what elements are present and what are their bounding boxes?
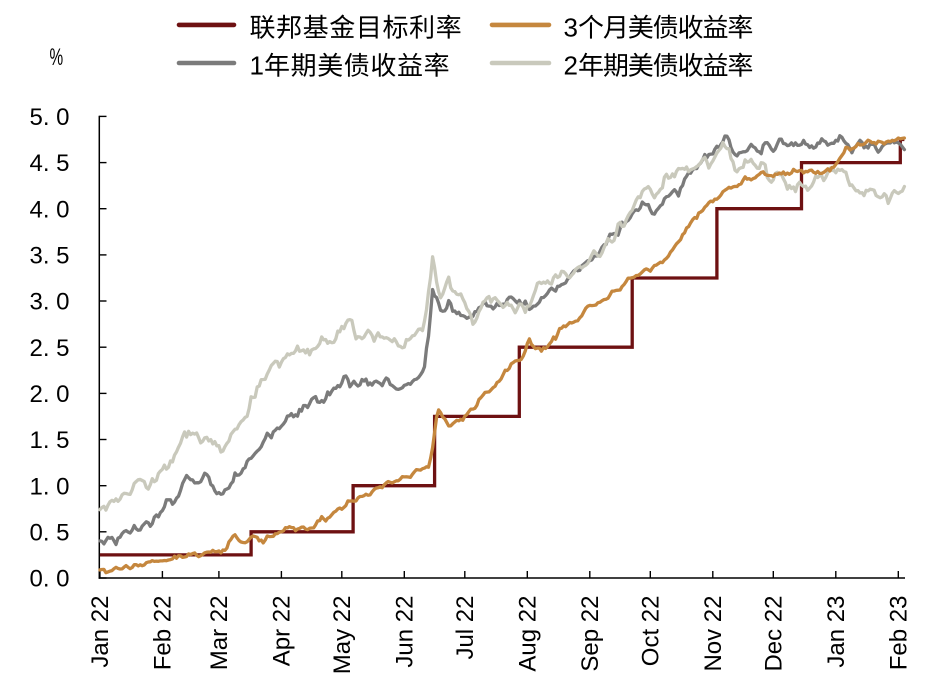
svg-text:Apr 22: Apr 22 xyxy=(269,596,296,667)
svg-text:%: % xyxy=(50,45,64,71)
svg-text:Aug 22: Aug 22 xyxy=(515,596,542,672)
svg-text:Sep 22: Sep 22 xyxy=(577,596,604,672)
svg-text:Dec 22: Dec 22 xyxy=(761,596,788,672)
svg-text:5. 0: 5. 0 xyxy=(29,104,69,131)
svg-text:1: 1 xyxy=(250,51,264,81)
svg-text:May 22: May 22 xyxy=(329,596,356,675)
svg-text:1. 0: 1. 0 xyxy=(29,473,69,500)
svg-text:Mar 22: Mar 22 xyxy=(206,596,233,671)
svg-text:Feb 23: Feb 23 xyxy=(886,596,913,671)
svg-text:Feb 22: Feb 22 xyxy=(150,596,177,671)
svg-text:Nov 22: Nov 22 xyxy=(700,596,727,672)
svg-text:Jan 22: Jan 22 xyxy=(87,596,114,668)
svg-text:Jun 22: Jun 22 xyxy=(392,596,419,668)
svg-text:0. 0: 0. 0 xyxy=(29,566,69,593)
svg-text:Jan 23: Jan 23 xyxy=(823,596,850,668)
svg-text:2. 0: 2. 0 xyxy=(29,381,69,408)
svg-text:2. 5: 2. 5 xyxy=(29,335,69,362)
svg-text:0. 5: 0. 5 xyxy=(29,519,69,546)
svg-text:Oct 22: Oct 22 xyxy=(638,596,665,667)
svg-text:2: 2 xyxy=(564,51,578,81)
svg-text:3. 0: 3. 0 xyxy=(29,289,69,316)
svg-text:1. 5: 1. 5 xyxy=(29,427,69,454)
svg-text:3. 5: 3. 5 xyxy=(29,243,69,270)
svg-text:4. 0: 4. 0 xyxy=(29,196,69,223)
svg-text:4. 5: 4. 5 xyxy=(29,150,69,177)
svg-text:Jul 22: Jul 22 xyxy=(452,596,479,660)
svg-text:3: 3 xyxy=(564,13,578,43)
